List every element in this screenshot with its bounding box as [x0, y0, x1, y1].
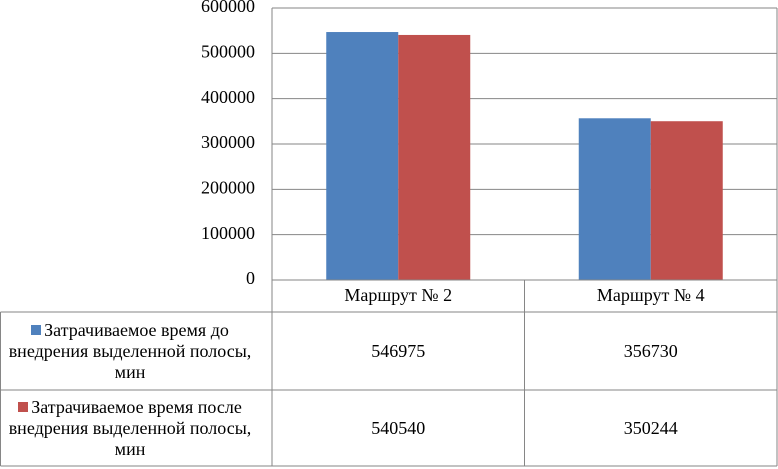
y-tick-label: 0	[246, 268, 255, 288]
bar	[578, 118, 651, 280]
legend-marker	[18, 401, 29, 412]
legend-entry: Затрачиваемое время после внедрения выде…	[4, 390, 256, 466]
y-tick-label: 500000	[201, 41, 255, 61]
legend-label-wrap: Затрачиваемое время до внедрения выделен…	[4, 320, 256, 383]
x-tick-label: Маршрут № 4	[597, 285, 705, 305]
legend-label: Затрачиваемое время до внедрения выделен…	[8, 319, 252, 382]
table-value: 356730	[623, 340, 678, 361]
x-tick-label: Маршрут № 2	[344, 285, 452, 305]
y-tick-label: 400000	[201, 87, 255, 107]
table-value: 540540	[371, 417, 426, 438]
bar	[650, 121, 723, 280]
bar	[398, 34, 471, 280]
bar	[326, 32, 399, 281]
legend-marker	[31, 324, 42, 335]
y-tick-label: 200000	[201, 177, 255, 197]
y-tick-label: 100000	[201, 223, 255, 243]
y-tick-label: 600000	[201, 0, 255, 16]
y-tick-label: 300000	[201, 132, 255, 152]
legend-entry: Затрачиваемое время до внедрения выделен…	[4, 312, 256, 390]
table-value: 546975	[371, 340, 426, 361]
legend-label-wrap: Затрачиваемое время после внедрения выде…	[4, 397, 256, 460]
legend-label: Затрачиваемое время после внедрения выде…	[8, 396, 252, 459]
table-value: 350244	[623, 417, 678, 438]
